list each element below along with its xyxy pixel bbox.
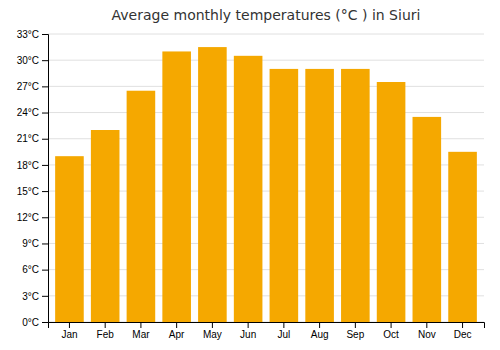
bar (234, 56, 263, 322)
y-tick: 21°C (17, 133, 48, 144)
x-tick: Apr (169, 322, 185, 340)
bar (341, 69, 370, 322)
y-tick-label: 21°C (17, 133, 39, 144)
y-tick-label: 9°C (22, 238, 39, 249)
x-tick-label: Mar (132, 329, 150, 340)
bar (377, 82, 406, 322)
y-tick: 30°C (17, 55, 48, 66)
x-tick: Jul (277, 322, 290, 340)
y-tick: 27°C (17, 81, 48, 92)
y-tick: 33°C (17, 29, 48, 40)
y-tick-mark (42, 113, 48, 114)
y-tick-mark (42, 217, 48, 218)
y-tick-mark (42, 139, 48, 140)
y-tick: 15°C (17, 186, 48, 197)
y-tick-mark (42, 243, 48, 244)
bars (55, 47, 477, 322)
x-tick-label: Jun (240, 329, 256, 340)
y-tick-label: 33°C (17, 29, 39, 40)
x-tick: Jan (61, 322, 77, 340)
grid-line (48, 60, 484, 61)
x-tick-label: Apr (169, 329, 185, 340)
bar (91, 130, 120, 322)
x-tick-mark (105, 322, 106, 328)
y-tick-mark (42, 165, 48, 166)
x-tick: Oct (383, 322, 399, 340)
x-tick-label: Aug (311, 329, 329, 340)
y-tick-label: 24°C (17, 107, 39, 118)
y-tick: 6°C (22, 264, 48, 275)
bar (55, 156, 84, 322)
plot: 0°C 3°C 6°C 9°C 12°C 15°C 18°C 21°C 24°C 27°C 30°C… (17, 29, 485, 340)
x-tick: Jun (240, 322, 256, 340)
bar (198, 47, 227, 322)
y-tick: 0°C (22, 317, 48, 328)
y-tick: 24°C (17, 107, 48, 118)
bar (127, 91, 156, 322)
y-axis: 0°C 3°C 6°C 9°C 12°C 15°C 18°C 21°C 24°C 27°C 30°C… (17, 29, 49, 328)
chart: 0°C 3°C 6°C 9°C 12°C 15°C 18°C 21°C 24°C 27°C 30°C… (0, 0, 500, 350)
x-tick-label: Dec (454, 329, 472, 340)
x-tick-label: Jul (277, 329, 290, 340)
bar (305, 69, 334, 322)
y-tick-mark (42, 86, 48, 87)
y-tick-label: 27°C (17, 81, 39, 92)
bar (162, 51, 191, 322)
y-tick: 9°C (22, 238, 48, 249)
x-tick-label: Feb (97, 329, 115, 340)
title: Average monthly temperatures (°C ) in Si… (112, 7, 421, 23)
x-tick-mark (355, 322, 356, 328)
y-tick: 18°C (17, 160, 48, 171)
x-tick-mark (462, 322, 463, 328)
x-tick-mark (69, 322, 70, 328)
grid-line (48, 34, 484, 35)
x-tick: May (203, 322, 222, 340)
y-tick-mark (42, 191, 48, 192)
x-tick: Feb (97, 322, 115, 340)
x-tick-mark (212, 322, 213, 328)
x-tick: Mar (132, 322, 150, 340)
x-tick-label: Nov (418, 329, 436, 340)
x-tick-mark (426, 322, 427, 328)
x-tick-mark (283, 322, 284, 328)
y-tick-label: 0°C (22, 317, 39, 328)
x-tick: Aug (311, 322, 329, 340)
bar (448, 152, 477, 322)
y-tick-mark (42, 296, 48, 297)
x-tick-label: Sep (346, 329, 364, 340)
y-tick-label: 30°C (17, 55, 39, 66)
bar (270, 69, 299, 322)
x-tick: Nov (418, 322, 436, 340)
y-tick: 3°C (22, 291, 48, 302)
y-tick-label: 18°C (17, 160, 39, 171)
x-axis: Jan Feb Mar Apr May Jun Jul Aug Sep Oct Nov Dec (49, 322, 485, 340)
x-tick-mark (176, 322, 177, 328)
grid-line (48, 86, 484, 87)
grid-line (48, 112, 484, 113)
bar (413, 117, 442, 322)
x-tick: Dec (454, 322, 472, 340)
y-tick-label: 12°C (17, 212, 39, 223)
y-axis-line (42, 35, 49, 323)
y-tick-mark (42, 322, 48, 323)
y-tick-mark (42, 34, 48, 35)
x-tick-mark (140, 322, 141, 328)
x-tick: Sep (346, 322, 364, 340)
y-tick-label: 15°C (17, 186, 39, 197)
y-tick-mark (42, 270, 48, 271)
y-tick-mark (42, 60, 48, 61)
x-tick-label: Oct (383, 329, 399, 340)
grid (48, 34, 484, 322)
y-tick: 12°C (17, 212, 48, 223)
y-tick-label: 3°C (22, 291, 39, 302)
x-axis-line (49, 323, 485, 329)
x-tick-mark (391, 322, 392, 328)
x-tick-label: May (203, 329, 222, 340)
x-tick-mark (319, 322, 320, 328)
x-tick-label: Jan (61, 329, 77, 340)
x-tick-mark (248, 322, 249, 328)
y-tick-label: 6°C (22, 264, 39, 275)
